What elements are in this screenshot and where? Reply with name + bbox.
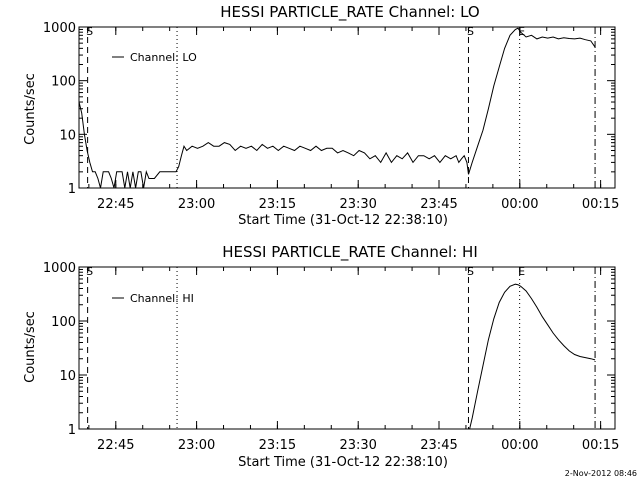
- y-tick-label: 10: [59, 128, 76, 143]
- marker-label: S: [467, 265, 474, 278]
- y-tick-label: 1: [68, 423, 76, 438]
- y-axis-label: Counts/sec: [23, 73, 38, 145]
- marker-label: S: [86, 265, 93, 278]
- series-line-hi: [469, 283, 596, 430]
- x-tick-label: 22:45: [97, 438, 134, 453]
- x-tick-label: 23:15: [259, 438, 296, 453]
- chart-panel-lo: HESSI PARTICLE_RATE Channel: LO Counts/s…: [23, 3, 619, 228]
- x-tick-label: 23:45: [420, 197, 457, 212]
- x-axis-label: Start Time (31-Oct-12 22:38:10): [238, 213, 448, 228]
- chart-panel-hi: HESSI PARTICLE_RATE Channel: HI Counts/s…: [23, 243, 619, 470]
- x-tick-label: 00:15: [582, 438, 619, 453]
- y-tick-label: 10: [59, 369, 76, 384]
- x-tick-label: 23:15: [259, 197, 296, 212]
- x-tick-label: 23:00: [178, 438, 215, 453]
- legend-entry: Channel: LO: [130, 51, 197, 64]
- marker-label: E: [518, 25, 525, 38]
- y-axis-label: Counts/sec: [23, 311, 38, 383]
- x-tick-label: 00:00: [501, 438, 538, 453]
- x-tick-label: 23:30: [339, 438, 376, 453]
- plot-frame: [78, 266, 616, 430]
- y-tick-label: 1: [68, 182, 76, 197]
- x-tick-label: 00:15: [582, 197, 619, 212]
- x-axis-label: Start Time (31-Oct-12 22:38:10): [238, 455, 448, 470]
- x-tick-label: 00:00: [501, 197, 538, 212]
- y-tick-label: 100: [51, 315, 76, 330]
- chart-title: HESSI PARTICLE_RATE Channel: HI: [222, 243, 478, 262]
- y-tick-label: 1000: [43, 261, 76, 276]
- x-tick-label: 23:45: [420, 438, 457, 453]
- y-tick-label: 1000: [43, 21, 76, 36]
- y-tick-label: 100: [51, 75, 76, 90]
- marker-label: S: [86, 25, 93, 38]
- series-line-lo: [78, 27, 596, 189]
- x-tick-label: 23:00: [178, 197, 215, 212]
- x-tick-label: 22:45: [97, 197, 134, 212]
- axis-ticks: 22:45 23:00 23:15 23:30 23:45 00:00 00:15 1 10 10…: [43, 261, 619, 453]
- marker-label: S: [467, 25, 474, 38]
- marker-label: E: [518, 265, 525, 278]
- chart-title: HESSI PARTICLE_RATE Channel: LO: [220, 3, 479, 22]
- plot-frame: [78, 26, 616, 189]
- legend-entry: Channel: HI: [130, 292, 194, 305]
- timestamp: 2-Nov-2012 08:46: [565, 469, 637, 478]
- axis-ticks: 22:45 23:00 23:15 23:30 23:45 00:00 00:15 1 10 10…: [43, 21, 619, 212]
- x-tick-label: 23:30: [339, 197, 376, 212]
